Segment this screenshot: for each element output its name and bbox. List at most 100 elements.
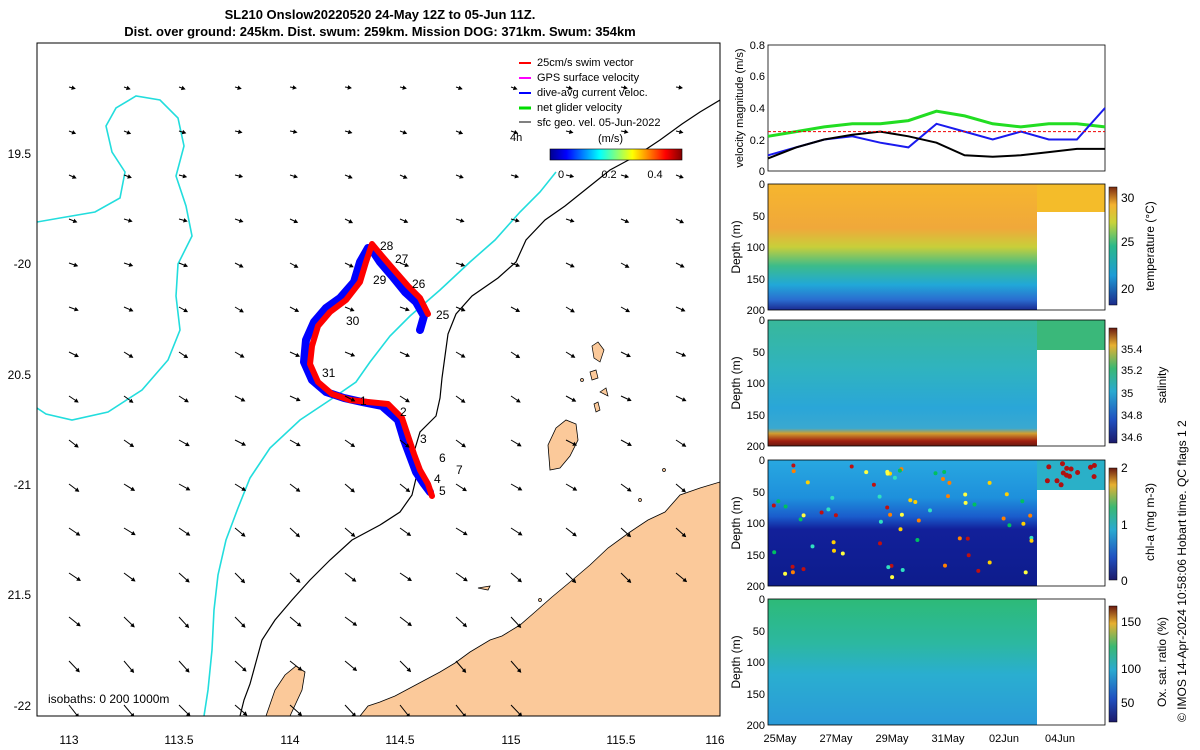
chl-dot bbox=[943, 563, 947, 568]
sfc-velocity-arrow bbox=[123, 439, 135, 448]
svg-text:-20: -20 bbox=[14, 257, 32, 271]
sfc-velocity-arrow bbox=[178, 173, 188, 179]
svg-text:100: 100 bbox=[1121, 662, 1141, 676]
chl-dot bbox=[913, 500, 918, 504]
chl-dot bbox=[791, 463, 796, 468]
svg-text:113.5: 113.5 bbox=[164, 733, 193, 747]
sfc-velocity-arrow bbox=[68, 85, 76, 90]
sfc-velocity-arrow bbox=[565, 439, 578, 446]
chl-dot bbox=[1044, 478, 1050, 484]
svg-text:50: 50 bbox=[753, 347, 765, 359]
chl-dot bbox=[963, 500, 968, 505]
sfc-velocity-arrow bbox=[344, 439, 356, 448]
chl-dot bbox=[791, 469, 796, 474]
title-line-2: Dist. over ground: 245km. Dist. swum: 25… bbox=[124, 24, 636, 39]
sfc-velocity-arrow bbox=[399, 174, 408, 179]
svg-text:50: 50 bbox=[753, 487, 765, 499]
chl-dot bbox=[772, 550, 777, 555]
svg-text:dive-avg current veloc.: dive-avg current veloc. bbox=[537, 87, 648, 99]
chl-dot bbox=[878, 519, 883, 524]
svg-text:200: 200 bbox=[747, 305, 765, 317]
chl-dot bbox=[963, 492, 968, 497]
oxygen-section bbox=[768, 599, 1037, 725]
depth-ticks: 0 50 100 150 200 bbox=[747, 179, 765, 317]
sfc-velocity-arrow bbox=[68, 130, 77, 135]
salinity-label: salinity bbox=[1155, 367, 1169, 404]
sfc-velocity-arrow bbox=[68, 572, 81, 581]
sfc-velocity-arrow bbox=[455, 262, 466, 267]
chl-dot bbox=[933, 471, 938, 476]
svg-text:50: 50 bbox=[753, 211, 765, 223]
sfc-velocity-arrows bbox=[68, 85, 688, 716]
chl-dot bbox=[819, 510, 824, 515]
oxygen-colorbar bbox=[1108, 605, 1118, 723]
chl-dot bbox=[878, 541, 882, 546]
sfc-velocity-arrow bbox=[178, 395, 189, 403]
chl-dot bbox=[1028, 513, 1033, 518]
track-day-labels: 28 27 29 26 30 25 31 1 2 3 6 7 4 5 bbox=[322, 239, 463, 498]
svg-text:-22: -22 bbox=[14, 699, 32, 713]
sfc-velocity-arrow bbox=[68, 306, 79, 312]
sfc-velocity-arrow bbox=[620, 439, 632, 446]
svg-text:0.2: 0.2 bbox=[750, 135, 765, 147]
depth-label: Depth (m) bbox=[729, 220, 743, 273]
sfc-velocity-arrow bbox=[565, 85, 573, 91]
map-y-axis: 19.5 -20 20.5 -21 21.5 -22 bbox=[8, 147, 32, 713]
sfc-velocity-arrow bbox=[123, 395, 134, 403]
sfc-velocity-arrow bbox=[123, 306, 134, 312]
svg-text:0.6: 0.6 bbox=[750, 71, 765, 83]
sfc-velocity-arrow bbox=[234, 351, 245, 358]
sfc-velocity-arrow bbox=[289, 660, 303, 671]
depth-label: Depth (m) bbox=[729, 356, 743, 409]
sfc-velocity-arrow bbox=[399, 439, 410, 448]
chl-dot bbox=[900, 568, 905, 572]
sfc-velocity-arrow bbox=[178, 262, 189, 268]
chl-dot bbox=[897, 468, 902, 473]
sfc-velocity-arrow bbox=[620, 218, 630, 224]
sfc-velocity-arrow bbox=[344, 129, 353, 135]
svg-text:113: 113 bbox=[59, 733, 78, 747]
day-label: 7 bbox=[456, 463, 463, 477]
sfc-velocity-arrow bbox=[344, 572, 357, 582]
svg-text:50: 50 bbox=[1121, 696, 1135, 710]
svg-text:150: 150 bbox=[747, 274, 765, 286]
velocity-line bbox=[767, 109, 1106, 138]
land-mainland bbox=[359, 481, 720, 716]
svg-text:50: 50 bbox=[753, 626, 765, 638]
chl-dot bbox=[830, 495, 835, 500]
chl-dot bbox=[805, 480, 810, 485]
velocity-panel: 0.8 0.6 0.4 0.2 0 velocity magnitude (m/… bbox=[734, 40, 1106, 178]
svg-text:200: 200 bbox=[747, 581, 765, 593]
chl-dot bbox=[849, 464, 854, 469]
chl-sample-dots bbox=[771, 461, 1097, 580]
chl-dot bbox=[1091, 463, 1097, 468]
svg-text:29May: 29May bbox=[875, 733, 909, 745]
sfc-velocity-arrow bbox=[565, 351, 576, 358]
sfc-velocity-arrow bbox=[123, 130, 132, 135]
chl-dot bbox=[899, 512, 904, 517]
day-label: 2 bbox=[400, 405, 407, 419]
svg-text:100: 100 bbox=[747, 518, 765, 530]
chl-dot bbox=[1091, 474, 1097, 480]
chl-dot bbox=[776, 499, 781, 504]
chl-dot bbox=[1004, 492, 1009, 497]
sfc-velocity-arrow bbox=[234, 572, 246, 584]
chl-dot bbox=[840, 551, 845, 556]
sfc-velocity-arrow bbox=[344, 483, 355, 493]
sfc-velocity-arrow bbox=[289, 306, 300, 312]
sfc-velocity-arrow bbox=[178, 218, 188, 223]
chl-dot bbox=[915, 538, 920, 542]
sfc-velocity-arrow bbox=[399, 85, 407, 90]
chl-dot bbox=[864, 470, 869, 475]
chl-dot bbox=[832, 548, 836, 553]
chl-dot bbox=[1021, 521, 1026, 526]
svg-text:0: 0 bbox=[759, 166, 765, 178]
temperature-label: temperature (°C) bbox=[1143, 201, 1157, 291]
svg-text:200: 200 bbox=[747, 441, 765, 453]
sfc-velocity-arrow bbox=[455, 218, 465, 223]
sfc-velocity-arrow bbox=[565, 218, 575, 223]
sfc-velocity-arrow bbox=[565, 129, 574, 135]
islets bbox=[538, 341, 666, 602]
sfc-velocity-arrow bbox=[399, 218, 409, 224]
isobath-deep bbox=[239, 99, 720, 716]
